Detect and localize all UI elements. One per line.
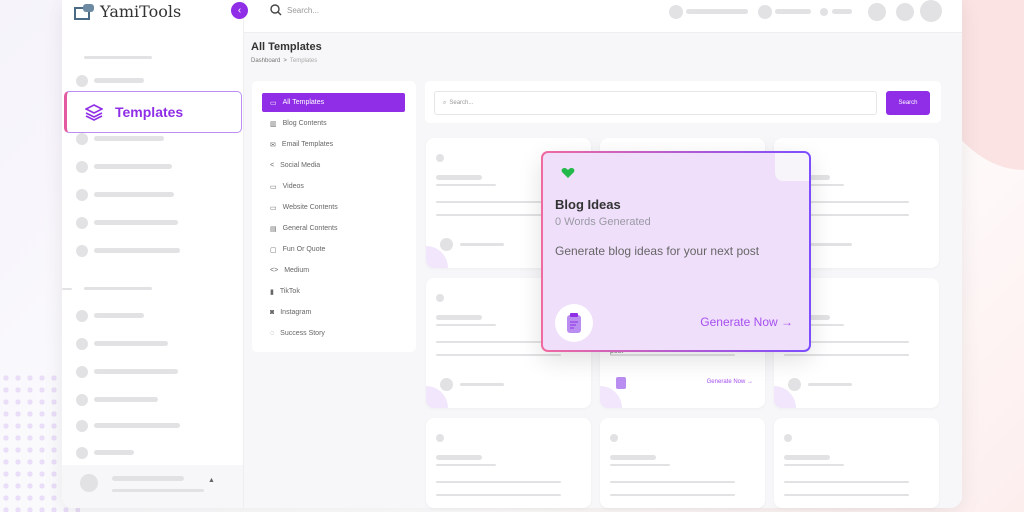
user-profile[interactable]: ▲	[62, 465, 243, 508]
calendar-icon: ▢	[270, 246, 277, 254]
global-search[interactable]: Search...	[270, 4, 319, 16]
instagram-icon: ◙	[270, 309, 275, 316]
star-icon: ◌	[270, 330, 275, 337]
monitor-icon: ▭	[270, 204, 277, 212]
tiktok-icon: ▮	[270, 288, 274, 296]
breadcrumb-separator: >	[283, 58, 287, 64]
card-title: Blog Ideas	[555, 197, 621, 212]
logo-icon	[74, 3, 94, 20]
sidebar: YamiTools ‹ Templates ▲	[62, 0, 248, 508]
search-icon	[270, 4, 282, 16]
search-icon: ⌕	[443, 99, 447, 106]
book-icon: ▥	[270, 120, 277, 128]
template-search-bar: ⌕ Search... Search	[425, 81, 941, 123]
category-medium[interactable]: <> Medium	[262, 261, 405, 280]
category-general-contents[interactable]: ▤ General Contents	[262, 219, 405, 238]
avatar[interactable]	[920, 0, 942, 22]
category-social-media[interactable]: < Social Media	[262, 156, 405, 175]
page-title: All Templates	[251, 41, 322, 53]
template-card[interactable]	[774, 418, 939, 508]
category-instagram[interactable]: ◙ Instagram	[262, 303, 405, 322]
sidebar-item-label: Templates	[115, 104, 184, 120]
search-placeholder: Search...	[449, 100, 474, 106]
generate-now-link[interactable]: Generate Now →	[700, 315, 793, 329]
category-label: Medium	[284, 267, 310, 274]
logo-text: YamiTools	[100, 2, 182, 21]
collapse-sidebar-button[interactable]: ‹	[231, 2, 248, 19]
category-success-story[interactable]: ◌ Success Story	[262, 324, 405, 343]
main-content: All Templates Dashboard > Templates ▭ All T…	[244, 33, 962, 508]
notification-icon[interactable]	[868, 3, 886, 21]
category-label: Social Media	[280, 162, 321, 169]
breadcrumb: Dashboard > Templates	[251, 58, 317, 64]
category-label: Website Contents	[282, 204, 338, 211]
document-icon	[616, 377, 626, 389]
template-search-input[interactable]: ⌕ Search...	[434, 91, 877, 115]
clipboard-icon	[555, 304, 593, 342]
category-label: All Templates	[282, 99, 325, 106]
category-label: TikTok	[279, 288, 300, 295]
code-icon: <>	[270, 267, 279, 274]
category-panel: ▭ All Templates ▥ Blog Contents ✉ Email Templ…	[252, 81, 416, 352]
share-icon: <	[270, 162, 275, 169]
category-label: Fun Or Quote	[282, 246, 326, 253]
category-label: General Contents	[282, 225, 338, 232]
settings-icon[interactable]	[896, 3, 914, 21]
template-card[interactable]	[426, 418, 591, 508]
featured-card-blog-ideas[interactable]: Blog Ideas 0 Words Generated Generate bl…	[541, 151, 811, 352]
category-fun-or-quote[interactable]: ▢ Fun Or Quote	[262, 240, 405, 259]
app-window: YamiTools ‹ Templates ▲ Search... All Te…	[62, 0, 962, 508]
breadcrumb-templates: Templates	[289, 58, 318, 64]
card-description: Generate blog ideas for your next post	[555, 244, 760, 258]
card-word-count: 0 Words Generated	[555, 216, 651, 228]
breadcrumb-dashboard[interactable]: Dashboard	[251, 58, 281, 64]
heart-icon[interactable]	[561, 167, 575, 179]
layers-icon	[85, 104, 103, 121]
file-icon: ▤	[270, 225, 277, 233]
mail-icon: ✉	[270, 141, 276, 149]
top-bar: Search...	[244, 0, 962, 33]
category-tiktok[interactable]: ▮ TikTok	[262, 282, 405, 301]
category-blog-contents[interactable]: ▥ Blog Contents	[262, 114, 405, 133]
sidebar-item-templates[interactable]: Templates	[64, 91, 242, 133]
template-card[interactable]	[600, 418, 765, 508]
category-email-templates[interactable]: ✉ Email Templates	[262, 135, 405, 154]
category-videos[interactable]: ▭ Videos	[262, 177, 405, 196]
category-label: Success Story	[280, 330, 325, 337]
video-icon: ▭	[270, 183, 277, 191]
category-label: Instagram	[280, 309, 312, 316]
generate-now-link[interactable]: Generate Now →	[706, 379, 753, 385]
category-label: Videos	[282, 183, 304, 190]
search-input[interactable]: Search...	[287, 5, 320, 15]
category-all-templates[interactable]: ▭ All Templates	[262, 93, 405, 112]
category-label: Email Templates	[281, 141, 334, 148]
category-website-contents[interactable]: ▭ Website Contents	[262, 198, 405, 217]
logo[interactable]: YamiTools	[74, 2, 181, 21]
search-button[interactable]: Search	[886, 91, 930, 115]
tablet-icon: ▭	[270, 99, 277, 107]
category-label: Blog Contents	[282, 120, 327, 127]
